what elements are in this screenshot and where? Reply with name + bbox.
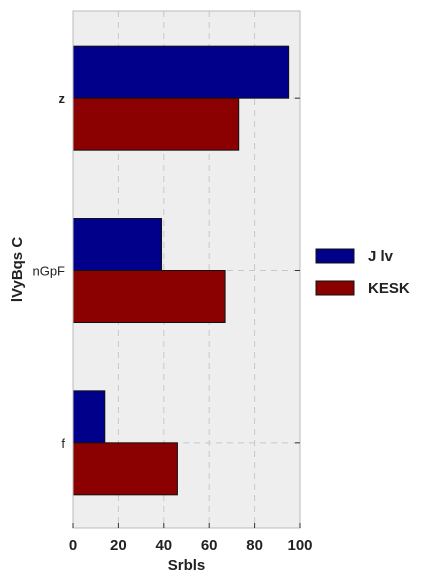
legend-swatch [315,248,355,264]
x-tick-label: 60 [201,537,218,554]
legend-label: KESK [368,280,410,297]
legend: J lv KESK [315,248,410,297]
x-axis-title: Srbls [168,557,206,574]
bar-series2 [72,270,226,323]
y-axis-title: lVyBqs C [9,237,26,302]
bar-series2 [72,97,240,151]
x-tick-label: 20 [110,537,127,554]
bar-series1 [72,45,290,99]
bar-series2 [72,442,178,496]
legend-swatch [315,280,355,296]
bars [72,45,290,496]
x-tick-label: 100 [287,537,312,554]
y-ticks: z nGpF f [32,91,300,451]
bar-series1 [72,390,106,444]
legend-label: J lv [368,248,394,265]
x-tick-label: 0 [69,537,77,554]
bar-series1 [72,218,163,271]
y-tick-label: nGpF [32,264,65,279]
x-tick-label: 40 [155,537,172,554]
y-tick-label: f [61,436,65,451]
x-tick-label: 80 [246,537,263,554]
x-ticks: 0 20 40 60 80 100 [69,523,313,554]
plot-frame [72,10,301,529]
y-tick-label: z [59,91,66,106]
